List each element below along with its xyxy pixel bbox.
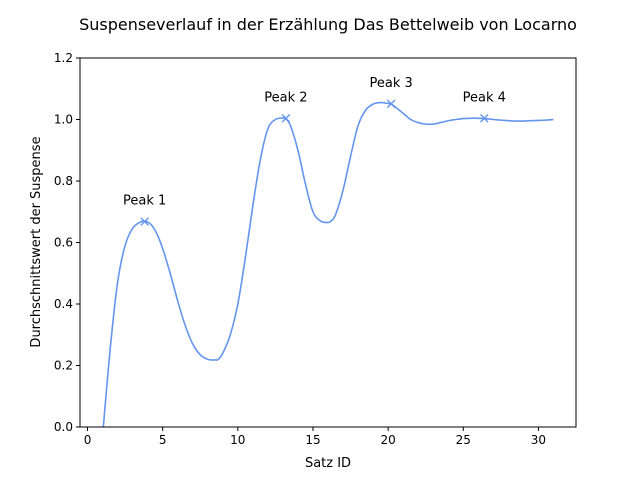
y-tick-label: 1.2 (54, 51, 73, 65)
x-tick-label: 15 (305, 433, 320, 447)
x-tick-label: 30 (531, 433, 546, 447)
series-layer (102, 101, 554, 427)
chart-title: Suspenseverlauf in der Erzählung Das Bet… (79, 15, 577, 34)
x-tick-label: 25 (456, 433, 471, 447)
y-axis-ticks: 0.0 0.2 0.4 0.6 0.8 1.0 1.2 (54, 51, 80, 434)
peak-marker (281, 113, 291, 123)
peak-marker (386, 99, 396, 109)
peak-label: Peak 2 (264, 90, 307, 105)
plot-area: 0 5 10 15 20 25 30 0.0 0.2 0.4 0.6 0.8 1.0 1.2 Peak … (54, 51, 577, 447)
y-tick-label: 0.2 (54, 359, 73, 373)
x-tick-label: 5 (159, 433, 167, 447)
y-tick-label: 0.6 (54, 236, 73, 250)
x-axis-ticks: 0 5 10 15 20 25 30 (84, 427, 546, 447)
suspense-series-line (102, 101, 554, 427)
peak-annotations: Peak 1 Peak 2 Peak 3 Peak 4 (123, 76, 506, 226)
y-tick-label: 0.8 (54, 174, 73, 188)
x-tick-label: 0 (84, 433, 92, 447)
x-axis-label: Satz ID (305, 456, 351, 471)
peak-label: Peak 3 (369, 76, 412, 91)
peak-label: Peak 1 (123, 194, 166, 209)
y-tick-label: 1.0 (54, 113, 73, 127)
peak-marker (140, 217, 149, 226)
x-tick-label: 20 (380, 433, 395, 447)
peak-label: Peak 4 (463, 90, 506, 105)
y-tick-label: 0.4 (54, 297, 73, 311)
x-tick-label: 10 (230, 433, 245, 447)
plot-frame (79, 57, 577, 428)
y-axis-label: Durchschnittswert der Suspense (29, 136, 44, 347)
peak-marker (480, 113, 489, 123)
y-tick-label: 0.0 (54, 420, 73, 434)
